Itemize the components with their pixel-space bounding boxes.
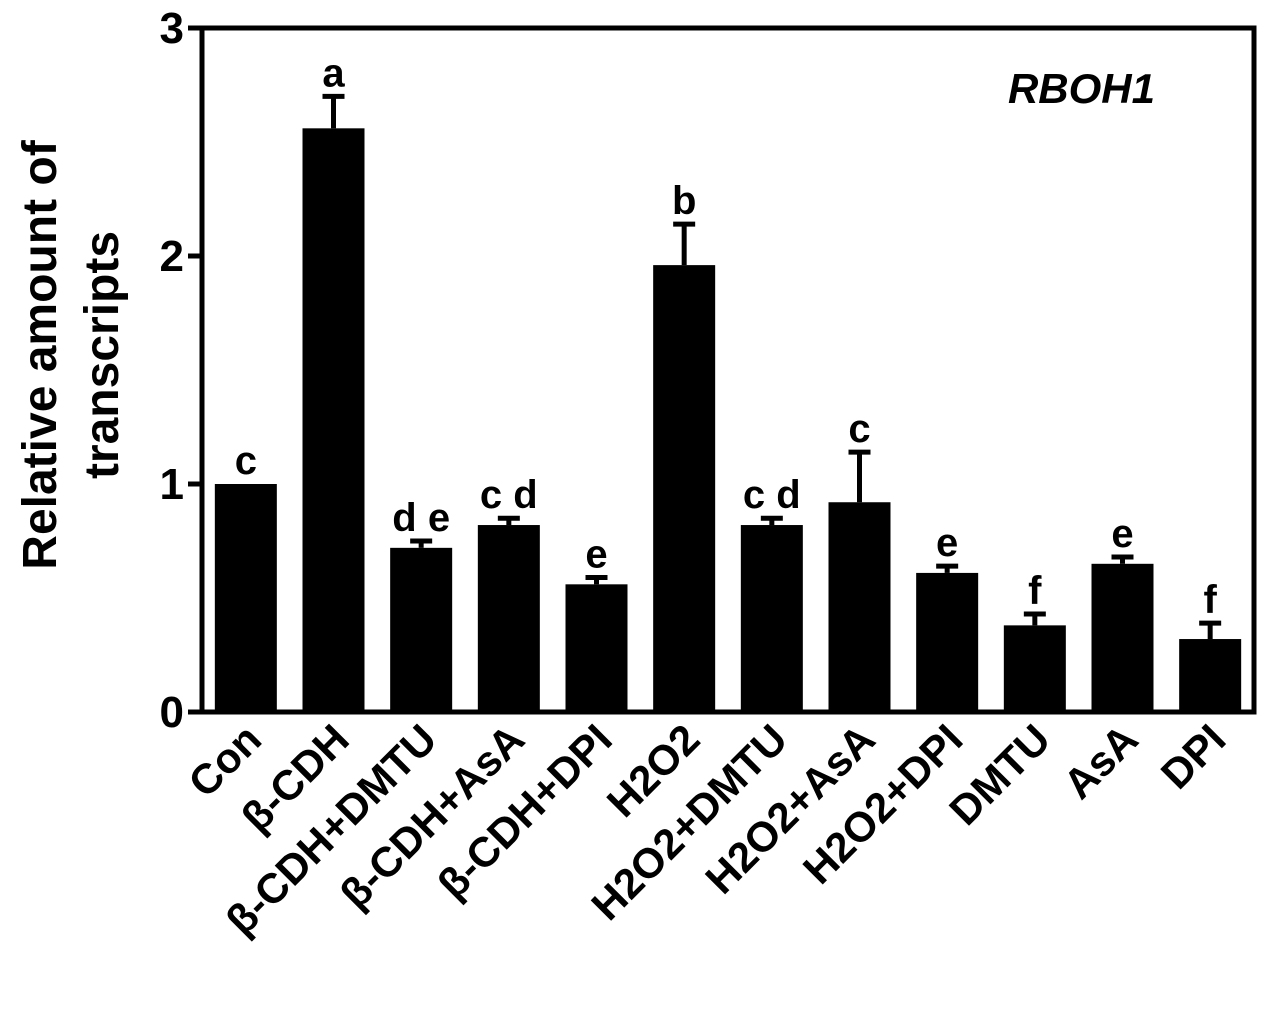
bar [214,484,277,712]
bar [302,128,365,712]
axes-layer [199,25,1257,715]
significance-letter: d e [392,496,450,540]
y-tick-label: 0 [160,688,184,737]
bar [653,265,716,712]
y-tick-label: 3 [160,4,184,53]
y-ticks-layer: 0 1 2 3 [160,4,202,737]
significance-letter: f [1028,569,1042,613]
bar [477,525,540,712]
y-axis-label: Relative amount of transcripts [14,139,129,569]
bar [1091,563,1154,712]
bar [1179,639,1242,712]
significance-letter: e [585,532,607,576]
plot-frame [199,25,1257,715]
significance-letter: c d [743,473,801,517]
bar [390,547,453,712]
chart-title: RBOH1 [1008,65,1155,112]
significance-letter: b [672,179,696,223]
x-tick-label: DPI [1152,715,1235,798]
bar [828,502,891,712]
bar [1003,625,1066,712]
x-labels-layer: Conβ-CDHβ-CDH+DMTUβ-CDH+AsAβ-CDH+DPIH2O2… [179,715,1234,944]
significance-letter: e [1111,512,1133,556]
bar [740,525,803,712]
bar [565,584,628,712]
significance-letter: c d [480,473,538,517]
significance-letter: e [936,521,958,565]
significance-letter: f [1204,578,1218,622]
bar [916,572,979,712]
y-axis-label-line: transcripts [76,231,129,479]
bars-layer: c a d e c d e b c d c e f e f [214,51,1242,712]
x-tick-label: AsA [1054,715,1147,808]
significance-letter: a [322,51,345,95]
x-tick-label: DMTU [940,715,1059,834]
y-tick-label: 1 [160,460,184,509]
y-tick-label: 2 [160,232,184,281]
significance-letter: c [848,407,870,451]
significance-letter: c [235,439,257,483]
y-axis-label-line: Relative amount of [14,139,67,569]
